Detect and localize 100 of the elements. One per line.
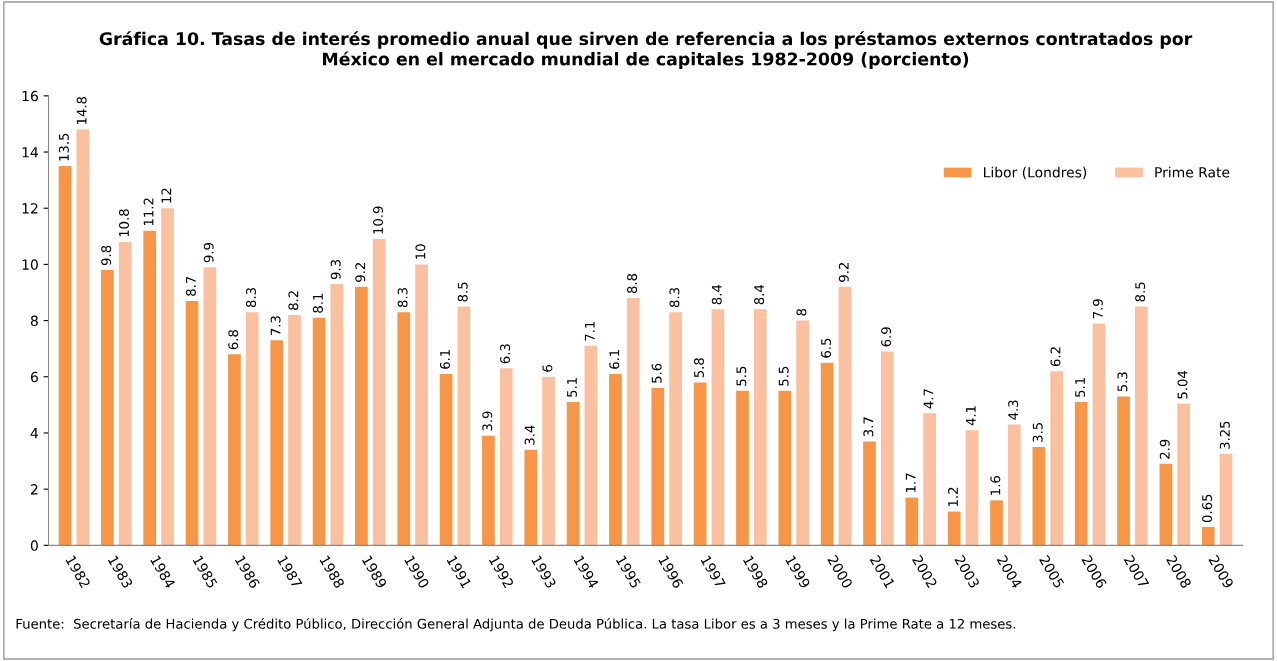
data-label: 5.1: [567, 378, 577, 397]
bar: [245, 312, 259, 546]
data-label: 3.7: [863, 417, 874, 437]
bar: [880, 351, 894, 546]
bar: [542, 376, 555, 546]
data-label: 8.4: [754, 284, 765, 305]
bar: [1159, 463, 1173, 546]
data-label: 6.9: [881, 327, 892, 347]
bar: [693, 382, 707, 546]
data-label: 8.2: [288, 291, 299, 310]
y-tick-label: 6: [30, 371, 38, 383]
data-label: 5.3: [1117, 372, 1128, 392]
bar: [1007, 424, 1021, 546]
bar: [778, 390, 792, 546]
bar: [584, 345, 598, 546]
bar: [372, 239, 386, 546]
bar: [609, 373, 622, 546]
bar: [753, 309, 767, 546]
data-label: 8.3: [246, 288, 257, 308]
bar: [1092, 323, 1106, 546]
bar: [1050, 371, 1063, 546]
data-label: 6.8: [228, 330, 239, 350]
bar: [143, 230, 157, 546]
data-label: 6.1: [439, 350, 450, 369]
bar: [270, 340, 284, 546]
bar: [990, 500, 1003, 546]
bar: [312, 317, 326, 546]
bar: [499, 368, 513, 546]
data-label: 6.2: [1050, 347, 1061, 367]
bar: [288, 314, 301, 546]
bar: [101, 270, 114, 546]
bar: [838, 286, 852, 546]
bar: [626, 298, 640, 546]
data-label: 5.1: [1075, 378, 1086, 397]
data-label: 9.2: [838, 263, 849, 282]
data-label: 9.8: [101, 245, 112, 266]
data-label: 8.5: [457, 282, 468, 302]
data-label: 9.2: [355, 263, 366, 282]
data-label: 8.3: [397, 288, 408, 308]
data-label: 3.25: [1219, 421, 1230, 449]
data-label: 7.9: [1092, 299, 1103, 319]
data-label: 6.1: [609, 350, 620, 369]
bar: [863, 441, 876, 546]
bar: [355, 286, 368, 546]
bar: [1219, 454, 1233, 546]
data-label: 8.1: [312, 293, 323, 313]
y-tick-label: 16: [22, 90, 38, 102]
bar: [58, 166, 72, 546]
bar: [1117, 396, 1130, 546]
bar: [1134, 306, 1148, 546]
data-label: 7.3: [270, 316, 281, 335]
bar: [161, 208, 174, 546]
bar: [415, 264, 428, 546]
data-label: 4.7: [923, 389, 934, 409]
data-label: 5.8: [693, 358, 704, 378]
data-label: 8: [796, 308, 807, 316]
data-label: 6.5: [821, 338, 831, 358]
data-label: 2.9: [1159, 439, 1170, 459]
bar: [76, 129, 90, 546]
bar: [820, 362, 834, 546]
bar: [524, 449, 538, 546]
y-tick-label: 8: [30, 315, 38, 327]
bar: [736, 390, 749, 546]
bar: [566, 402, 580, 546]
data-label: 10.9: [373, 206, 384, 234]
data-label: 8.5: [1135, 282, 1146, 302]
data-label: 3.5: [1032, 423, 1043, 442]
data-label: 8.3: [669, 288, 680, 308]
y-tick-label: 0: [30, 540, 38, 551]
data-label: 10.8: [119, 209, 129, 237]
bar: [711, 309, 725, 546]
data-label: 11.2: [143, 198, 154, 226]
bar: [118, 241, 132, 546]
data-label: 6: [542, 365, 553, 372]
data-label: 1.7: [905, 473, 916, 492]
data-label: 1.6: [990, 476, 1001, 495]
data-label: 8.8: [627, 273, 638, 294]
data-label: 5.5: [778, 366, 789, 386]
data-label: 13.5: [58, 133, 69, 161]
bar: [457, 306, 471, 546]
source-note: Fuente: Secretaría de Hacienda y Crédito Público, Dirección General Adjunta de Deuda Pública. La tasa Libor es a 3 meses y la Prime Rate a 12 meses.: [16, 618, 1016, 632]
y-tick-label: 12: [22, 203, 38, 214]
data-label: 8.7: [185, 276, 196, 296]
bar: [185, 300, 199, 546]
data-label: 5.04: [1177, 370, 1188, 399]
bar: [923, 413, 936, 546]
bar: [482, 435, 495, 546]
data-label: 1.2: [948, 487, 958, 506]
y-tick-label: 14: [22, 147, 39, 158]
data-label: 9.9: [203, 242, 214, 263]
bar: [1177, 403, 1191, 546]
bar: [1074, 402, 1088, 546]
bar: [203, 267, 217, 546]
data-label: 14.8: [76, 96, 87, 124]
data-label: 5.6: [651, 363, 662, 383]
data-label: 8.4: [711, 284, 722, 305]
data-label: 9.3: [330, 259, 341, 280]
data-label: 3.4: [524, 425, 535, 445]
y-tick-label: 2: [30, 484, 38, 495]
data-label: 12: [161, 188, 172, 203]
